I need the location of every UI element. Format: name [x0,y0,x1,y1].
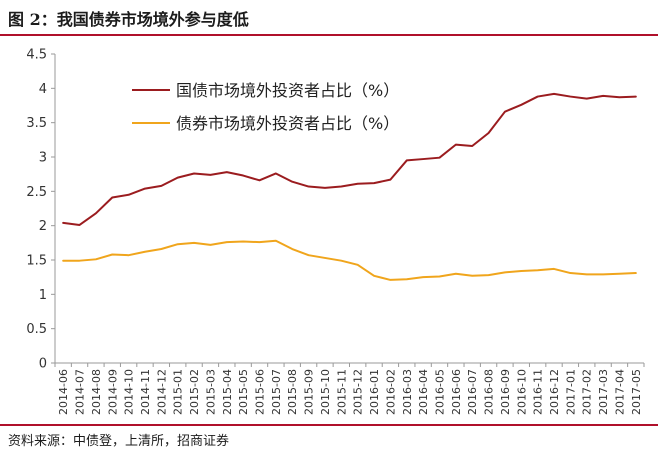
x-tick-label: 2015-09 [303,369,316,415]
y-tick-label: 3 [39,151,47,166]
x-tick-label: 2016-04 [417,369,430,415]
x-tick-label: 2015-07 [270,369,283,415]
x-tick-label: 2016-01 [368,369,381,415]
x-tick-label: 2015-12 [352,369,365,415]
x-tick-label: 2017-04 [613,369,626,415]
x-tick-label: 2015-04 [221,369,234,415]
x-tick-label: 2014-11 [139,369,152,415]
series-line-1 [62,92,637,226]
x-tick-label: 2014-08 [90,369,103,415]
x-tick-label: 2017-02 [581,369,594,415]
x-tick-label: 2015-03 [204,369,217,415]
y-tick-label: 1.5 [26,254,47,269]
x-tick-label: 2014-12 [155,369,168,415]
x-tick-label: 2014-09 [106,369,119,415]
x-tick-label: 2016-12 [548,369,561,415]
x-tick-label: 2016-09 [499,369,512,415]
x-tick-label: 2016-08 [483,369,496,415]
x-tick-label: 2015-10 [319,369,332,415]
figure-footer: 资料来源：中债登，上清所，招商证券 [0,424,658,451]
x-tick-label: 2017-01 [564,369,577,415]
figure-title: 图 2：我国债券市场境外参与度低 [8,10,249,29]
x-tick-label: 2014-07 [74,369,87,415]
x-tick-label: 2015-11 [335,369,348,415]
y-tick-label: 4 [39,82,47,97]
y-tick-label: 2.5 [26,185,47,200]
y-tick-label: 0.5 [26,322,47,337]
y-tick-label: 3.5 [26,116,47,131]
series-line-2 [62,239,637,281]
legend-label-1: 国债市场境外投资者占比（%） [176,81,399,100]
x-tick-label: 2015-08 [286,369,299,415]
x-tick-label: 2017-05 [630,369,643,415]
x-tick-label: 2015-05 [237,369,250,415]
x-tick-label: 2015-02 [188,369,201,415]
x-tick-label: 2017-03 [597,369,610,415]
x-tick-label: 2015-06 [254,369,267,415]
x-tick-label: 2016-05 [433,369,446,415]
x-tick-label: 2015-01 [172,369,185,415]
x-tick-label: 2016-03 [401,369,414,415]
x-tick-label: 2016-06 [450,369,463,415]
figure-header: 图 2：我国债券市场境外参与度低 [0,0,658,36]
x-tick-label: 2016-10 [515,369,528,415]
x-tick-label: 2016-07 [466,369,479,415]
figure-source: 资料来源：中债登，上清所，招商证券 [8,434,230,449]
y-tick-label: 0 [39,357,47,372]
y-tick-label: 1 [39,288,47,303]
x-tick-label: 2014-06 [57,369,70,415]
x-tick-label: 2016-11 [532,369,545,415]
x-tick-label: 2016-02 [384,369,397,415]
y-tick-label: 2 [39,219,47,234]
x-tick-label: 2014-10 [123,369,136,415]
y-tick-label: 4.5 [26,48,47,63]
legend-label-2: 债券市场境外投资者占比（%） [176,114,399,133]
